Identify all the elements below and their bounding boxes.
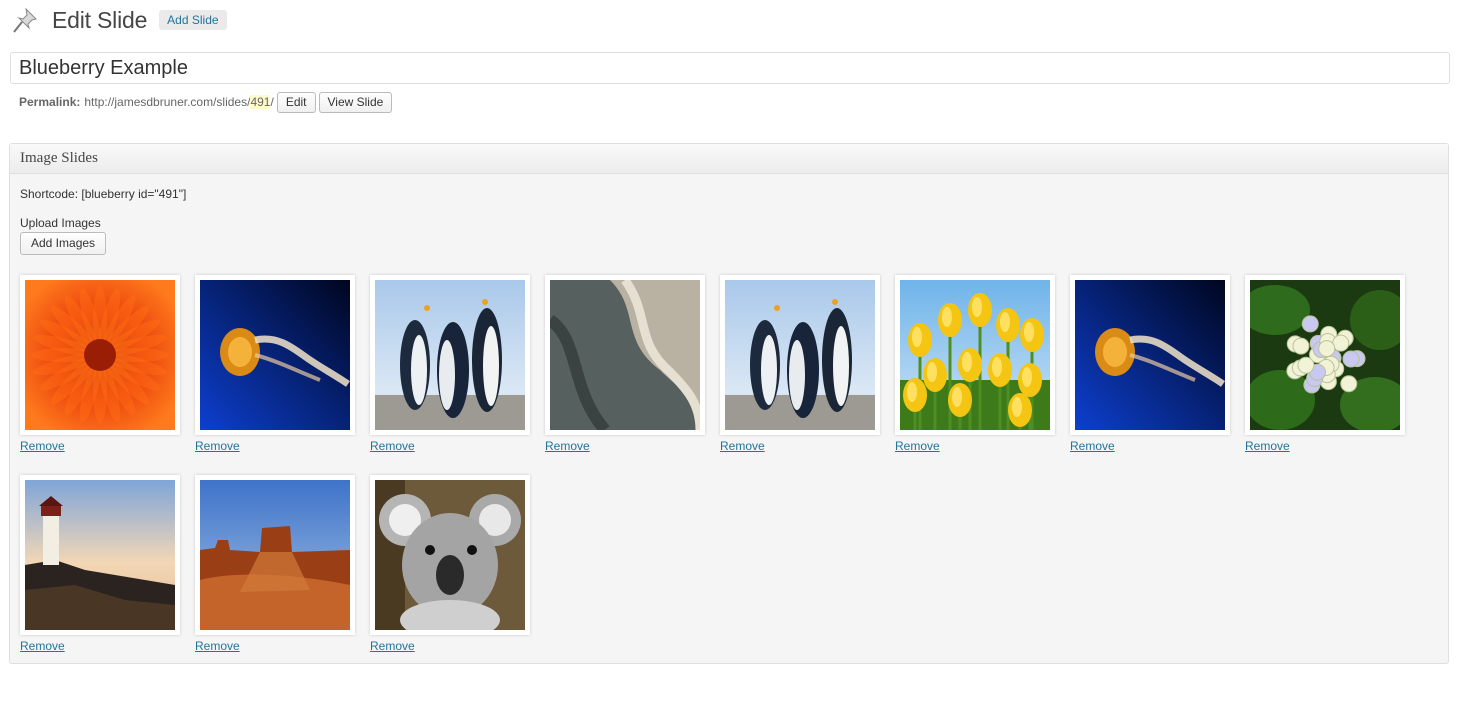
permalink-label: Permalink: <box>19 95 81 109</box>
permalink-url-suffix: / <box>270 95 274 109</box>
edit-permalink-button[interactable]: Edit <box>276 91 316 113</box>
remove-image-link[interactable]: Remove <box>545 439 590 453</box>
orange-chrysanthemum-image <box>20 275 180 435</box>
image-slides-metabox: Image Slides Shortcode: [blueberry id="4… <box>9 143 1449 664</box>
desert-mesa-image <box>195 475 355 635</box>
jellyfish-image <box>1070 275 1230 435</box>
pushpin-icon <box>10 5 44 35</box>
remove-image-link[interactable]: Remove <box>370 439 415 453</box>
remove-image-link[interactable]: Remove <box>1245 439 1290 453</box>
remove-image-link[interactable]: Remove <box>1070 439 1115 453</box>
remove-image-link[interactable]: Remove <box>195 639 240 653</box>
metabox-title[interactable]: Image Slides <box>10 144 1448 174</box>
remove-image-link[interactable]: Remove <box>895 439 940 453</box>
remove-image-link[interactable]: Remove <box>195 439 240 453</box>
permalink-url-prefix: http://jamesdbruner.com/slides/ <box>84 95 251 109</box>
remove-image-link[interactable]: Remove <box>20 639 65 653</box>
add-images-button[interactable]: Add Images <box>20 232 107 255</box>
image-grid: Remove Remove Remove Remove Remove Remov… <box>10 144 1448 663</box>
page-title: Edit Slide <box>52 6 148 33</box>
remove-image-link[interactable]: Remove <box>20 439 65 453</box>
remove-image-link[interactable]: Remove <box>370 639 415 653</box>
page-header: Edit Slide Add Slide <box>10 4 227 36</box>
marble-stone-image <box>545 275 705 435</box>
penguins-image <box>720 275 880 435</box>
permalink-slug[interactable]: 491 <box>250 95 271 109</box>
lighthouse-image <box>20 475 180 635</box>
hydrangea-image <box>1245 275 1405 435</box>
koala-image <box>370 475 530 635</box>
penguins-image <box>370 275 530 435</box>
title-input[interactable] <box>11 53 1449 83</box>
yellow-tulips-image <box>895 275 1055 435</box>
remove-image-link[interactable]: Remove <box>720 439 765 453</box>
jellyfish-image <box>195 275 355 435</box>
shortcode-text: Shortcode: [blueberry id="491"] <box>20 187 187 201</box>
add-slide-button[interactable]: Add Slide <box>159 10 227 30</box>
permalink-row: Permalink: http://jamesdbruner.com/slide… <box>19 91 393 113</box>
title-field-wrapper <box>10 52 1450 84</box>
view-slide-button[interactable]: View Slide <box>318 91 393 113</box>
upload-images-label: Upload Images <box>20 216 101 230</box>
